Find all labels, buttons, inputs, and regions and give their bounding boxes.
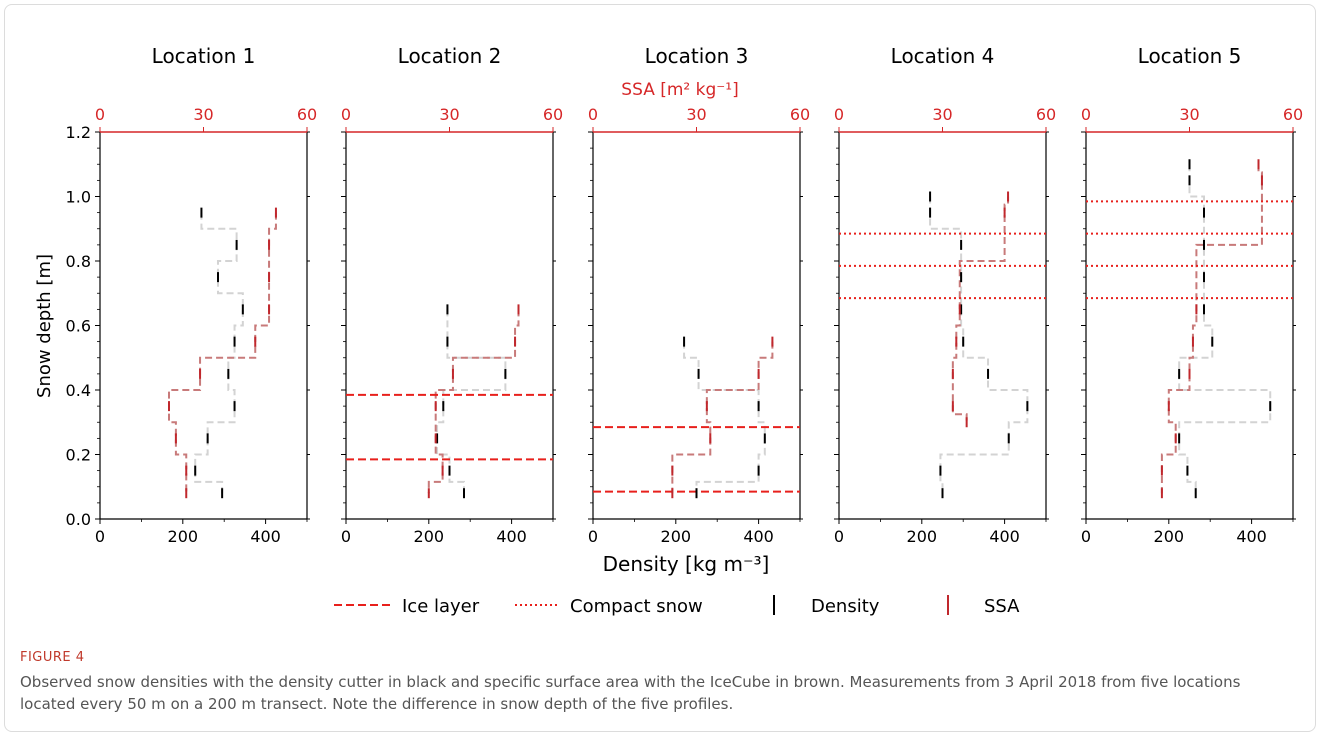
legend-ssa-label: SSA bbox=[984, 596, 1020, 617]
ssa-x-tick-label: 60 bbox=[1283, 105, 1303, 124]
ssa-x-tick-label: 60 bbox=[790, 105, 810, 124]
density-x-tick-label: 400 bbox=[496, 527, 527, 546]
density-profile-line bbox=[194, 212, 244, 494]
ssa-x-tick-label: 30 bbox=[193, 105, 213, 124]
legend: Ice layer Compact snow Density SSA bbox=[334, 595, 1020, 617]
ssa-x-tick-label: 60 bbox=[543, 105, 563, 124]
density-x-tick-label: 400 bbox=[1236, 527, 1267, 546]
density-x-tick-label: 0 bbox=[1081, 527, 1091, 546]
density-profile-line bbox=[683, 341, 766, 494]
y-axis-label: Snow depth [m] bbox=[34, 254, 55, 398]
legend-ice-layer-label: Ice layer bbox=[402, 596, 480, 617]
panel-location-4: Location 4 0 200 400 0 30 60 bbox=[834, 44, 1056, 546]
density-x-tick-label: 400 bbox=[743, 527, 774, 546]
panel-title: Location 3 bbox=[645, 44, 749, 68]
ssa-x-tick-label: 30 bbox=[1179, 105, 1199, 124]
density-x-tick-label: 200 bbox=[168, 527, 199, 546]
panel-location-5: Location 5 0 200 400 0 30 60 bbox=[1081, 44, 1303, 546]
y-tick-label: 0.0 bbox=[66, 510, 91, 529]
y-tick-label: 0.4 bbox=[66, 381, 91, 400]
panel-title: Location 4 bbox=[891, 44, 995, 68]
ssa-x-tick-label: 0 bbox=[834, 105, 844, 124]
y-tick-label: 0.6 bbox=[66, 317, 91, 336]
density-x-tick-label: 0 bbox=[588, 527, 598, 546]
density-x-tick-label: 0 bbox=[95, 527, 105, 546]
ssa-x-tick-label: 0 bbox=[341, 105, 351, 124]
ssa-x-tick-label: 0 bbox=[588, 105, 598, 124]
ssa-x-tick-label: 30 bbox=[439, 105, 459, 124]
density-profile-line bbox=[929, 196, 1029, 494]
density-x-tick-label: 400 bbox=[989, 527, 1020, 546]
figure-caption: FIGURE 4 Observed snow densities with th… bbox=[20, 650, 1300, 715]
y-tick-label: 1.0 bbox=[66, 188, 91, 207]
y-tick-label: 0.2 bbox=[66, 446, 91, 465]
legend-density-label: Density bbox=[811, 596, 880, 617]
figure-label: FIGURE 4 bbox=[20, 650, 85, 665]
density-x-tick-label: 0 bbox=[834, 527, 844, 546]
ssa-axis-label: SSA [m² kg⁻¹] bbox=[621, 80, 738, 100]
ssa-x-tick-label: 0 bbox=[1081, 105, 1091, 124]
panel-location-2: Location 2 0 200 400 0 30 60 bbox=[341, 44, 563, 546]
figure-caption-text: Observed snow densities with the density… bbox=[20, 673, 1241, 713]
panel-title: Location 2 bbox=[398, 44, 502, 68]
ssa-profile-line bbox=[1160, 164, 1263, 494]
density-x-tick-label: 200 bbox=[661, 527, 692, 546]
ssa-x-tick-label: 30 bbox=[686, 105, 706, 124]
y-tick-label: 0.8 bbox=[66, 252, 91, 271]
density-x-tick-label: 200 bbox=[414, 527, 445, 546]
ssa-profile-line bbox=[671, 341, 774, 494]
y-tick-label: 1.2 bbox=[66, 123, 91, 142]
density-x-tick-label: 0 bbox=[341, 527, 351, 546]
density-x-tick-label: 200 bbox=[907, 527, 938, 546]
ssa-x-tick-label: 60 bbox=[297, 105, 317, 124]
panel-location-3: Location 3 0 200 400 0 30 60 bbox=[588, 44, 810, 546]
density-x-tick-label: 400 bbox=[250, 527, 281, 546]
ssa-profile-line bbox=[168, 212, 277, 494]
ssa-x-tick-label: 30 bbox=[932, 105, 952, 124]
figure-frame bbox=[4, 4, 1316, 732]
ssa-x-tick-label: 60 bbox=[1036, 105, 1056, 124]
x-axis-label: Density [kg m⁻³] bbox=[603, 552, 770, 576]
panel-title: Location 5 bbox=[1138, 44, 1242, 68]
ssa-x-tick-label: 0 bbox=[95, 105, 105, 124]
density-x-tick-label: 200 bbox=[1154, 527, 1185, 546]
panel-title: Location 1 bbox=[152, 44, 256, 68]
legend-compact-snow-label: Compact snow bbox=[570, 596, 703, 617]
